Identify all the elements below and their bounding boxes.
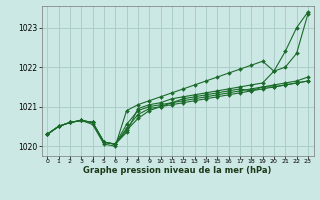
X-axis label: Graphe pression niveau de la mer (hPa): Graphe pression niveau de la mer (hPa) xyxy=(84,166,272,175)
